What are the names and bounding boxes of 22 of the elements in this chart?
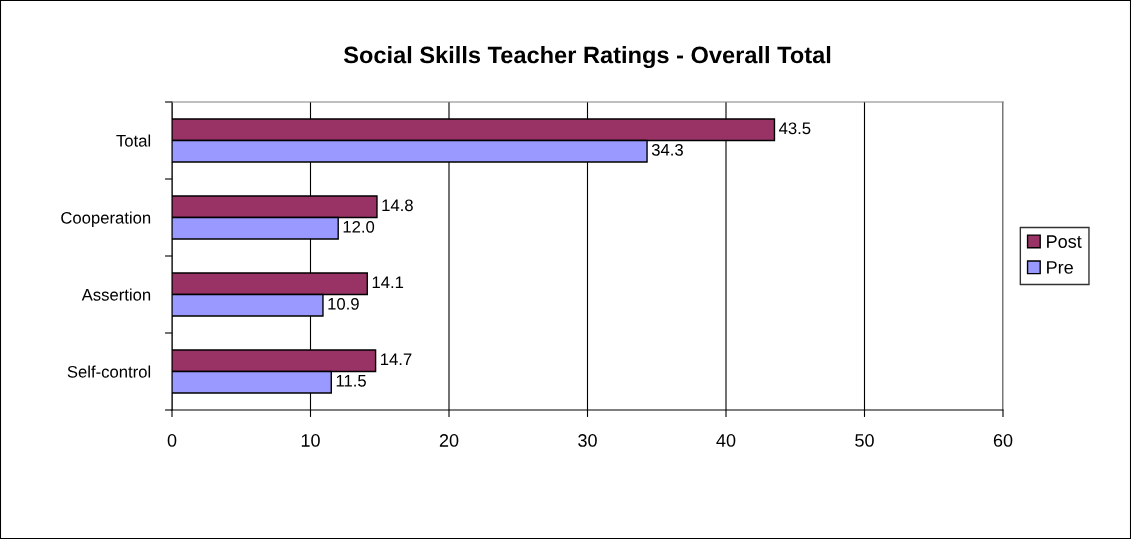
data-label: 10.9 (328, 297, 359, 310)
legend-label: Post (1047, 235, 1082, 248)
legend-label: Pre (1047, 261, 1073, 274)
data-label: 14.7 (381, 353, 412, 366)
y-tick-label: Assertion (81, 288, 151, 301)
data-label: 14.1 (372, 276, 404, 289)
x-tick-label: 20 (439, 434, 459, 447)
x-tick-label: 60 (993, 434, 1013, 447)
chart-title: Social Skills Teacher Ratings - Overall Total (343, 46, 831, 69)
data-label: 34.3 (651, 143, 683, 156)
data-label: 11.5 (336, 375, 366, 387)
data-label: 43.5 (779, 122, 811, 135)
x-tick-label: 30 (578, 434, 597, 447)
data-label: 12.0 (343, 220, 375, 233)
x-tick-label: 50 (855, 434, 874, 447)
y-tick-label: Cooperation (61, 211, 151, 227)
x-tick-label: 0 (167, 434, 177, 447)
x-tick-label: 10 (301, 434, 320, 447)
y-tick-label: Self-control (67, 365, 151, 378)
data-label: 14.8 (382, 199, 413, 212)
y-tick-label: Total (116, 134, 151, 147)
x-tick-label: 40 (716, 434, 736, 447)
